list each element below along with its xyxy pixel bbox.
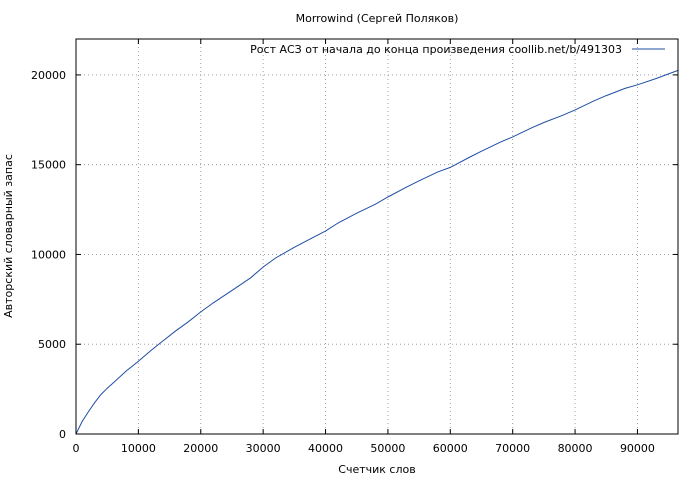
y-tick-label: 15000 <box>31 159 66 172</box>
x-tick-label: 20000 <box>183 442 218 455</box>
plot-frame <box>75 38 679 435</box>
series-line <box>75 69 679 435</box>
x-axis-label: Счетчик слов <box>338 463 415 476</box>
x-tick-label: 40000 <box>308 442 343 455</box>
x-tick-label: 10000 <box>121 442 156 455</box>
x-tick-label: 70000 <box>495 442 530 455</box>
x-tick-label: 0 <box>73 442 80 455</box>
series-layer <box>75 69 679 435</box>
x-tick-label: 60000 <box>433 442 468 455</box>
tick-layer: 0 10000 20000 30000 40000 50000 60000 70000 8000… <box>31 39 678 455</box>
chart-title: Morrowind (Сергей Поляков) <box>296 12 459 25</box>
legend-label: Рост АСЗ от начала до конца произведения… <box>250 43 622 56</box>
y-tick-label: 20000 <box>31 69 66 82</box>
x-tick-label: 50000 <box>370 442 405 455</box>
y-tick-label: 0 <box>59 428 66 441</box>
y-tick-label: 10000 <box>31 248 66 261</box>
y-tick-label: 5000 <box>38 338 66 351</box>
x-tick-label: 80000 <box>558 442 593 455</box>
x-tick-label: 30000 <box>246 442 281 455</box>
legend: Рост АСЗ от начала до конца произведения… <box>250 43 665 56</box>
x-tick-label: 90000 <box>620 442 655 455</box>
grid-layer <box>76 39 678 434</box>
y-axis-label: Авторский словарный запас <box>2 154 15 318</box>
